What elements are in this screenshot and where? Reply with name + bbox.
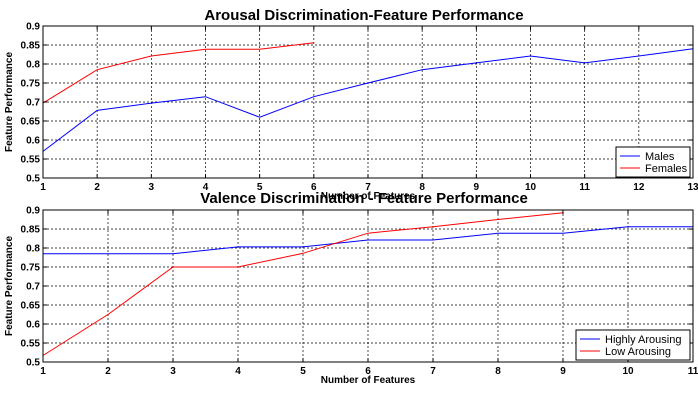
legend-label: Low Arousing bbox=[605, 346, 671, 358]
x-tick-label: 8 bbox=[495, 366, 501, 377]
x-tick-label: 5 bbox=[300, 366, 306, 377]
x-tick-label: 1 bbox=[40, 182, 46, 193]
x-tick-label: 12 bbox=[633, 182, 645, 193]
y-tick-label: 0.55 bbox=[21, 155, 41, 166]
x-tick-label: 2 bbox=[105, 366, 111, 377]
x-tick-label: 4 bbox=[235, 366, 241, 377]
y-tick-label: 0.85 bbox=[21, 41, 41, 52]
y-tick-label: 0.5 bbox=[26, 358, 40, 369]
x-tick-label: 9 bbox=[560, 366, 566, 377]
x-tick-label: 11 bbox=[579, 182, 590, 193]
x-tick-label: 13 bbox=[687, 182, 698, 193]
legend-label: Females bbox=[645, 163, 688, 175]
y-tick-label: 0.8 bbox=[26, 60, 40, 71]
x-tick-label: 10 bbox=[622, 366, 634, 377]
y-tick-label: 0.75 bbox=[21, 263, 41, 274]
y-tick-label: 0.5 bbox=[26, 174, 40, 185]
y-tick-label: 0.7 bbox=[26, 282, 40, 293]
x-tick-label: 1 bbox=[40, 366, 46, 377]
x-tick-label: 2 bbox=[94, 182, 100, 193]
chart-title: Arousal Discrimination-Feature Performan… bbox=[204, 7, 523, 24]
legend-label: Males bbox=[645, 151, 675, 163]
y-tick-label: 0.6 bbox=[26, 136, 40, 147]
y-tick-label: 0.65 bbox=[21, 301, 41, 312]
y-axis-label: Feature Performance bbox=[4, 52, 15, 152]
y-tick-label: 0.6 bbox=[26, 320, 40, 331]
y-tick-label: 0.75 bbox=[21, 79, 41, 90]
x-tick-label: 7 bbox=[430, 366, 436, 377]
y-tick-label: 0.85 bbox=[21, 225, 41, 236]
legend-label: Highly Arousing bbox=[605, 334, 681, 346]
y-tick-label: 0.9 bbox=[26, 22, 40, 33]
y-tick-label: 0.65 bbox=[21, 117, 41, 128]
y-axis-label: Feature Performance bbox=[4, 236, 15, 336]
y-tick-label: 0.7 bbox=[26, 98, 40, 109]
x-tick-label: 3 bbox=[149, 182, 155, 193]
y-tick-label: 0.55 bbox=[21, 339, 41, 350]
chart-title: Valence Discrimination - Feature Perform… bbox=[200, 190, 528, 207]
x-tick-label: 11 bbox=[688, 366, 698, 377]
y-tick-label: 0.8 bbox=[26, 244, 40, 255]
y-tick-label: 0.9 bbox=[26, 206, 40, 217]
x-tick-label: 3 bbox=[170, 366, 176, 377]
x-axis-label: Number of Features bbox=[321, 375, 416, 386]
